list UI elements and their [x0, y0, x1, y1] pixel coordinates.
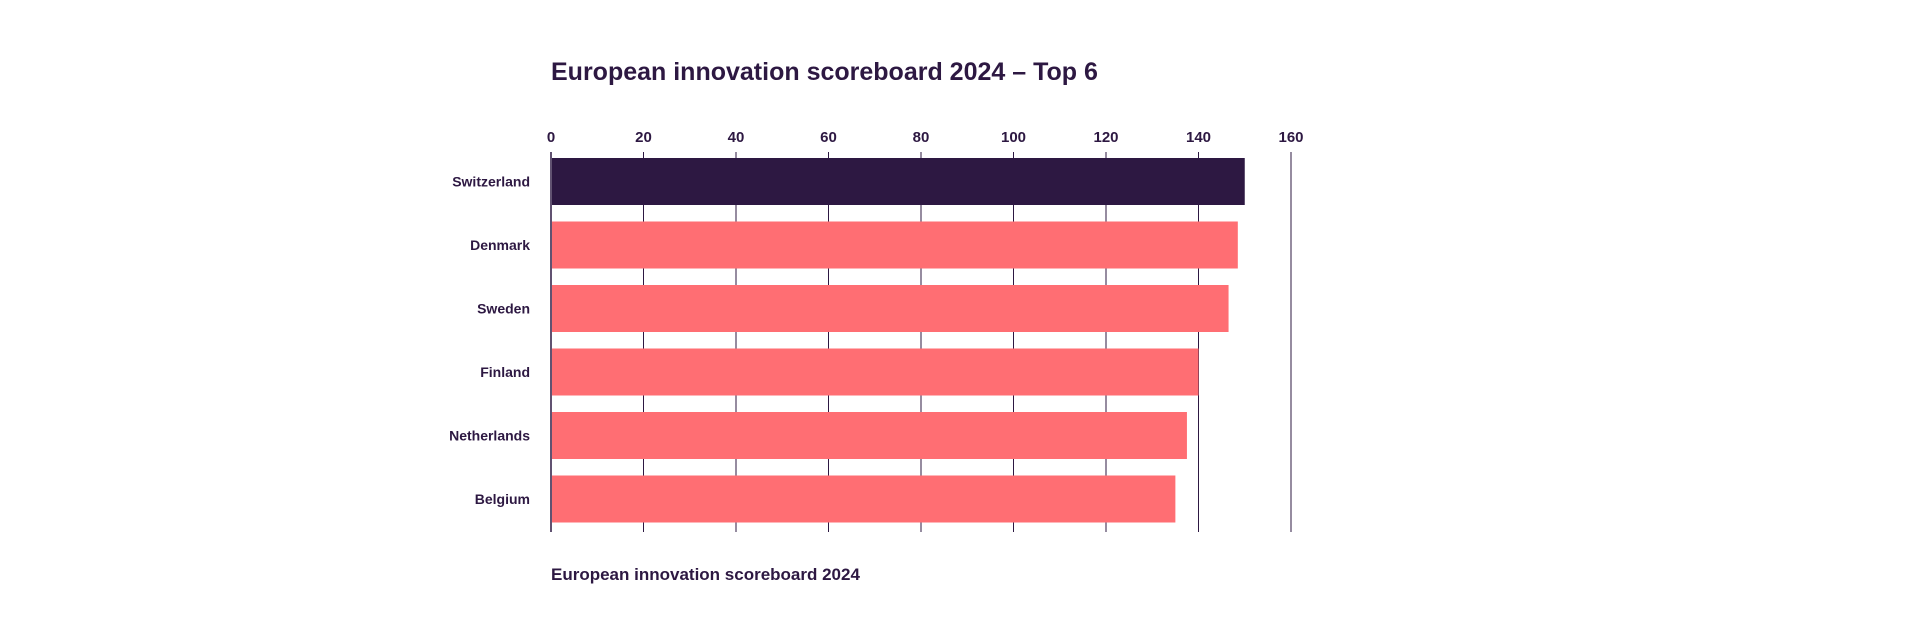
bar-switzerland [552, 158, 1245, 205]
gridlines [550, 152, 1292, 532]
chart-source-note: European innovation scoreboard 2024 [551, 565, 860, 584]
bar-denmark [552, 221, 1238, 269]
x-tick-label: 80 [913, 129, 930, 146]
category-labels: Switzerland Denmark Sweden Finland Netherlan… [449, 174, 530, 508]
x-axis-tick-labels: 0 20 40 60 80 100 120 140 160 [547, 129, 1304, 146]
category-label-sweden: Sweden [477, 301, 530, 317]
x-tick-label: 140 [1186, 129, 1211, 146]
category-label-finland: Finland [480, 364, 530, 380]
category-label-netherlands: Netherlands [449, 428, 530, 444]
category-label-switzerland: Switzerland [452, 174, 530, 190]
x-tick-label: 100 [1001, 129, 1026, 146]
x-tick-label: 160 [1278, 129, 1303, 146]
x-tick-label: 0 [547, 129, 555, 146]
bar-finland [552, 348, 1199, 396]
x-tick-label: 20 [635, 129, 652, 146]
x-tick-label: 40 [728, 129, 745, 146]
category-label-denmark: Denmark [470, 237, 530, 253]
bar-netherlands [552, 412, 1187, 459]
category-label-belgium: Belgium [475, 491, 530, 507]
bar-belgium [552, 475, 1176, 523]
bar-sweden [552, 285, 1229, 332]
chart-title: European innovation scoreboard 2024 – To… [551, 58, 1098, 86]
bars [552, 158, 1245, 523]
x-tick-label: 60 [820, 129, 837, 146]
x-tick-label: 120 [1093, 129, 1118, 146]
